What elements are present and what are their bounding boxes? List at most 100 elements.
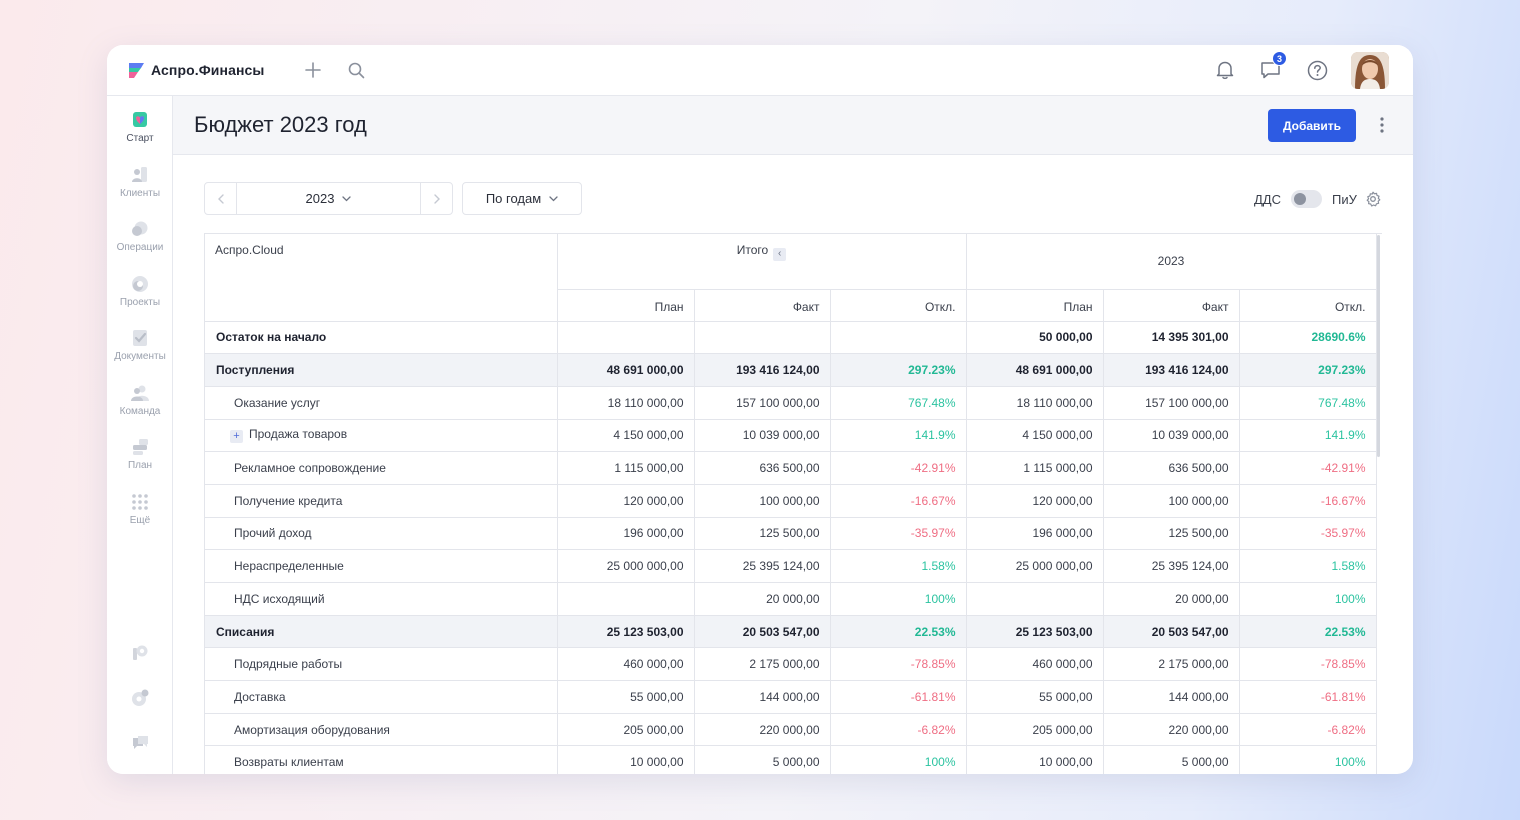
cell-year-deviation[interactable]: 141.9%	[1239, 419, 1377, 453]
cell-year-deviation[interactable]: 28690.6%	[1239, 321, 1377, 355]
cell-total-fact[interactable]: 20 503 547,00	[694, 615, 831, 649]
report-type-switch[interactable]	[1291, 190, 1322, 208]
collapse-chevron-icon[interactable]: ‹	[773, 248, 787, 261]
sidebar-item-clients[interactable]: Клиенты	[107, 165, 173, 199]
table-row[interactable]: НДС исходящий 20 000,00 100% 20 000,00 100%	[205, 582, 1377, 616]
cell-total-plan[interactable]	[557, 582, 695, 616]
cell-total-deviation[interactable]: -61.81%	[830, 680, 967, 714]
cell-year-fact[interactable]: 2 175 000,00	[1103, 647, 1240, 682]
table-row[interactable]: Амортизация оборудования 205 000,00 220 00…	[205, 713, 1377, 747]
cell-year-fact[interactable]: 220 000,00	[1103, 713, 1240, 747]
cell-year-plan[interactable]: 460 000,00	[966, 647, 1104, 682]
settings-icon[interactable]	[130, 688, 150, 708]
cell-total-plan[interactable]: 196 000,00	[557, 517, 695, 551]
sidebar-item-start[interactable]: Старт	[107, 110, 173, 144]
cell-total-deviation[interactable]: -42.91%	[830, 451, 967, 485]
cell-total-fact[interactable]: 10 039 000,00	[694, 419, 831, 453]
user-avatar[interactable]	[1351, 52, 1389, 89]
cell-total-deviation[interactable]: -35.97%	[830, 517, 967, 551]
cell-total-plan[interactable]: 25 123 503,00	[557, 615, 695, 649]
cell-total-deviation[interactable]: 1.58%	[830, 549, 967, 583]
cell-year-plan[interactable]: 196 000,00	[966, 517, 1104, 551]
toggle-label-piu[interactable]: ПиУ	[1332, 191, 1357, 207]
table-row[interactable]: Списания 25 123 503,00 20 503 547,00 22.53%…	[205, 615, 1377, 649]
cell-total-deviation[interactable]: -16.67%	[830, 484, 967, 518]
cell-year-plan[interactable]: 25 000 000,00	[966, 549, 1104, 583]
add-icon[interactable]	[302, 59, 324, 81]
app-logo[interactable]: Аспро.Финансы	[128, 61, 264, 79]
cell-total-plan[interactable]: 55 000,00	[557, 680, 695, 714]
sidebar-item-plan[interactable]: План	[107, 437, 173, 471]
cell-total-plan[interactable]: 120 000,00	[557, 484, 695, 518]
cell-total-plan[interactable]: 205 000,00	[557, 713, 695, 747]
cell-year-deviation[interactable]: -6.82%	[1239, 713, 1377, 747]
cell-year-fact[interactable]: 636 500,00	[1103, 451, 1240, 485]
cell-total-plan[interactable]: 48 691 000,00	[557, 353, 695, 387]
cell-year-fact[interactable]: 157 100 000,00	[1103, 386, 1240, 420]
cell-total-plan[interactable]	[557, 321, 695, 355]
cell-year-deviation[interactable]: -61.81%	[1239, 680, 1377, 714]
table-row[interactable]: Подрядные работы 460 000,00 2 175 000,00 -7…	[205, 647, 1377, 682]
cell-year-deviation[interactable]: -35.97%	[1239, 517, 1377, 551]
cell-year-fact[interactable]: 144 000,00	[1103, 680, 1240, 714]
sidebar-item-documents[interactable]: Документы	[107, 328, 173, 362]
cell-year-deviation[interactable]: 100%	[1239, 745, 1377, 774]
col-header-fact[interactable]: Факт	[1103, 289, 1240, 322]
cell-total-fact[interactable]	[694, 321, 831, 355]
cell-total-deviation[interactable]: 100%	[830, 582, 967, 616]
table-row[interactable]: Доставка 55 000,00 144 000,00 -61.81% 55 000…	[205, 680, 1377, 714]
table-row[interactable]: Возвраты клиентам 10 000,00 5 000,00 100% 10…	[205, 745, 1377, 774]
col-header-fact[interactable]: Факт	[694, 289, 831, 322]
sidebar-item-projects[interactable]: Проекты	[107, 274, 173, 308]
cell-total-plan[interactable]: 25 000 000,00	[557, 549, 695, 583]
cell-total-deviation[interactable]: 141.9%	[830, 419, 967, 453]
cell-year-plan[interactable]: 48 691 000,00	[966, 353, 1104, 387]
prev-year-button[interactable]	[205, 183, 237, 214]
aspro-brand-icon[interactable]	[130, 643, 150, 663]
table-row[interactable]: Нераспределенные 25 000 000,00 25 395 124,…	[205, 549, 1377, 583]
toggle-label-dds[interactable]: ДДС	[1254, 191, 1281, 207]
chat-icon[interactable]: 3	[1259, 51, 1287, 81]
help-icon[interactable]	[1306, 59, 1328, 81]
cell-total-fact[interactable]: 220 000,00	[694, 713, 831, 747]
cell-year-deviation[interactable]: 100%	[1239, 582, 1377, 616]
cell-year-plan[interactable]: 205 000,00	[966, 713, 1104, 747]
sidebar-item-operations[interactable]: Операции	[107, 219, 173, 253]
cell-year-fact[interactable]: 193 416 124,00	[1103, 353, 1240, 387]
cell-total-fact[interactable]: 193 416 124,00	[694, 353, 831, 387]
cell-total-deviation[interactable]: -6.82%	[830, 713, 967, 747]
bell-icon[interactable]	[1214, 59, 1236, 81]
search-icon[interactable]	[345, 59, 367, 81]
cell-total-fact[interactable]: 5 000,00	[694, 745, 831, 774]
table-row[interactable]: Получение кредита 120 000,00 100 000,00 -16…	[205, 484, 1377, 518]
cell-year-plan[interactable]: 50 000,00	[966, 321, 1104, 355]
table-row[interactable]: + Продажа товаров 4 150 000,00 10 039 000,0…	[205, 419, 1377, 453]
cell-total-fact[interactable]: 636 500,00	[694, 451, 831, 485]
period-select[interactable]: По годам	[462, 182, 582, 215]
cell-total-fact[interactable]: 125 500,00	[694, 517, 831, 551]
next-year-button[interactable]	[420, 183, 452, 214]
cell-year-plan[interactable]	[966, 582, 1104, 616]
cell-total-plan[interactable]: 1 115 000,00	[557, 451, 695, 485]
cell-year-plan[interactable]: 4 150 000,00	[966, 419, 1104, 453]
sidebar-item-team[interactable]: Команда	[107, 383, 173, 417]
cell-total-deviation[interactable]: 767.48%	[830, 386, 967, 420]
table-row[interactable]: Поступления 48 691 000,00 193 416 124,00 29…	[205, 353, 1377, 387]
cell-year-deviation[interactable]: -16.67%	[1239, 484, 1377, 518]
cell-year-fact[interactable]: 20 000,00	[1103, 582, 1240, 616]
col-header-plan[interactable]: План	[557, 289, 695, 322]
cell-total-plan[interactable]: 18 110 000,00	[557, 386, 695, 420]
cell-year-deviation[interactable]: 1.58%	[1239, 549, 1377, 583]
add-button[interactable]: Добавить	[1268, 109, 1356, 142]
cell-year-plan[interactable]: 55 000,00	[966, 680, 1104, 714]
cell-total-deviation[interactable]: 100%	[830, 745, 967, 774]
kebab-menu-icon[interactable]	[1373, 115, 1391, 135]
cell-year-fact[interactable]: 14 395 301,00	[1103, 321, 1240, 355]
col-header-deviation[interactable]: Откл.	[1239, 289, 1377, 322]
cell-year-plan[interactable]: 1 115 000,00	[966, 451, 1104, 485]
cell-year-deviation[interactable]: 297.23%	[1239, 353, 1377, 387]
cell-year-fact[interactable]: 125 500,00	[1103, 517, 1240, 551]
cell-total-fact[interactable]: 25 395 124,00	[694, 549, 831, 583]
cell-total-deviation[interactable]: -78.85%	[830, 647, 967, 682]
cell-total-plan[interactable]: 460 000,00	[557, 647, 695, 682]
